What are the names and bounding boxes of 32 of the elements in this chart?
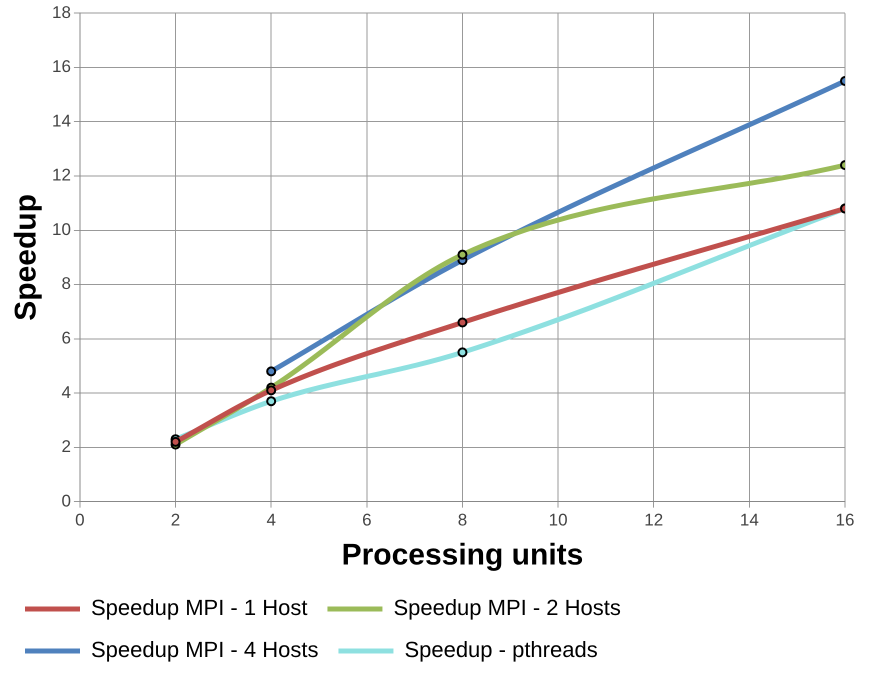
y-tick-label: 10	[52, 220, 71, 239]
y-tick-label: 2	[61, 437, 71, 456]
point	[170, 436, 181, 447]
y-tick-label: 0	[61, 491, 71, 510]
y-tick-label: 12	[52, 166, 71, 185]
point	[266, 385, 276, 396]
point	[266, 366, 276, 376]
legend-label: Speedup MPI - 4 Hosts	[91, 637, 318, 662]
y-tick-label: 6	[61, 328, 71, 348]
legend-label: Speedup MPI - 1 Host	[91, 595, 308, 620]
point	[457, 318, 468, 328]
y-tick-label: 18	[52, 2, 71, 22]
y-tick-label: 4	[61, 382, 71, 402]
y-tick-label: 14	[52, 111, 71, 130]
point	[457, 250, 468, 260]
x-tick-label: 12	[644, 510, 664, 530]
y-tick-label: 8	[61, 274, 71, 294]
legend-label: Speedup - pthreads	[404, 637, 598, 662]
point	[266, 396, 276, 406]
x-tick-label: 2	[170, 510, 180, 530]
x-tick-label: 4	[266, 510, 276, 530]
x-tick-label: 6	[362, 510, 372, 530]
y-tick-label: 16	[52, 57, 71, 76]
y-axis-title: Speedup	[9, 194, 42, 321]
x-tick-label: 16	[836, 510, 854, 530]
point	[457, 347, 468, 358]
x-tick-label: 8	[458, 510, 468, 530]
x-tick-label: 0	[75, 510, 85, 530]
x-axis-title: Processing units	[342, 538, 584, 572]
x-tick-label: 14	[740, 510, 759, 530]
legend-label: Speedup MPI - 2 Hosts	[393, 595, 621, 620]
x-tick-label: 10	[548, 510, 568, 530]
